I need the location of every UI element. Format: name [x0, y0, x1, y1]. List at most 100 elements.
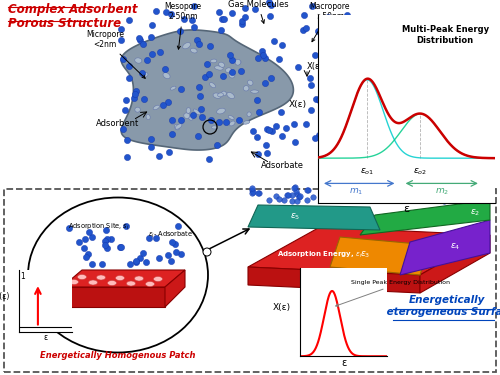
- Point: [124, 75, 132, 81]
- Ellipse shape: [126, 281, 136, 286]
- Point: [136, 37, 143, 43]
- Point: [334, 114, 342, 120]
- Ellipse shape: [186, 108, 190, 113]
- Point: [420, 192, 428, 198]
- Point: [424, 193, 432, 199]
- Polygon shape: [121, 30, 294, 150]
- Polygon shape: [165, 270, 185, 307]
- Point: [148, 51, 156, 57]
- Polygon shape: [62, 287, 165, 307]
- Point: [82, 236, 90, 242]
- Point: [344, 86, 352, 92]
- Point: [237, 69, 245, 75]
- Point: [254, 190, 262, 196]
- Point: [403, 185, 411, 191]
- Point: [174, 223, 182, 229]
- Ellipse shape: [190, 48, 197, 53]
- Point: [190, 24, 198, 30]
- Point: [318, 139, 326, 145]
- Point: [190, 3, 198, 9]
- Text: 1: 1: [20, 272, 25, 281]
- Ellipse shape: [247, 112, 251, 117]
- Point: [375, 188, 383, 194]
- Point: [144, 235, 152, 241]
- Point: [270, 38, 278, 44]
- Point: [205, 70, 213, 76]
- Point: [267, 2, 275, 8]
- Point: [254, 55, 262, 61]
- Ellipse shape: [154, 276, 162, 282]
- Ellipse shape: [222, 91, 226, 96]
- Point: [378, 190, 386, 196]
- Ellipse shape: [182, 42, 190, 49]
- Ellipse shape: [96, 275, 106, 280]
- Ellipse shape: [214, 66, 223, 70]
- Point: [119, 126, 127, 132]
- Ellipse shape: [108, 280, 116, 285]
- Point: [248, 187, 256, 193]
- Text: $\varepsilon_3$: $\varepsilon_3$: [360, 250, 370, 260]
- Text: Adsorption Site, $s_i$: Adsorption Site, $s_i$: [68, 222, 130, 232]
- Point: [278, 133, 286, 139]
- Ellipse shape: [218, 62, 224, 67]
- Point: [248, 128, 256, 134]
- Point: [280, 197, 287, 203]
- Point: [248, 185, 256, 191]
- Point: [300, 12, 308, 18]
- Ellipse shape: [135, 107, 140, 112]
- Point: [328, 54, 336, 60]
- Point: [152, 8, 160, 14]
- Point: [176, 117, 184, 123]
- Point: [206, 43, 214, 49]
- Point: [176, 28, 184, 34]
- Text: $\varepsilon_2$: $\varepsilon_2$: [470, 208, 480, 218]
- Point: [252, 97, 260, 103]
- Ellipse shape: [228, 116, 234, 120]
- Text: $\varepsilon_i$- Adsorbate: $\varepsilon_i$- Adsorbate: [148, 230, 193, 240]
- Point: [161, 66, 169, 72]
- Text: Micropore
<2nm: Micropore <2nm: [86, 30, 145, 78]
- Text: $\varepsilon_{o1}$: $\varepsilon_{o1}$: [360, 166, 374, 177]
- Point: [142, 259, 150, 265]
- Point: [238, 21, 246, 27]
- Ellipse shape: [243, 121, 250, 124]
- Point: [348, 52, 356, 58]
- Point: [132, 88, 140, 94]
- Point: [292, 188, 300, 194]
- Point: [136, 255, 143, 261]
- Point: [288, 198, 296, 204]
- Point: [88, 234, 96, 240]
- Point: [323, 30, 331, 36]
- Point: [355, 30, 363, 36]
- Point: [118, 26, 126, 32]
- Point: [324, 14, 332, 20]
- Point: [436, 189, 444, 195]
- Point: [470, 194, 478, 200]
- Point: [164, 149, 172, 155]
- Point: [364, 189, 372, 195]
- Ellipse shape: [216, 108, 226, 114]
- Point: [252, 6, 260, 12]
- X-axis label: ε: ε: [403, 204, 409, 214]
- Ellipse shape: [212, 126, 218, 129]
- Point: [84, 251, 92, 257]
- Point: [343, 12, 351, 18]
- Point: [274, 56, 282, 62]
- Point: [372, 192, 380, 198]
- Point: [471, 186, 479, 192]
- Point: [352, 75, 360, 81]
- Point: [148, 22, 156, 28]
- Point: [266, 197, 274, 203]
- Point: [283, 192, 291, 198]
- Point: [254, 190, 262, 196]
- Point: [295, 195, 303, 201]
- Point: [126, 63, 134, 69]
- Point: [403, 186, 411, 192]
- Point: [282, 125, 290, 131]
- Point: [180, 16, 188, 22]
- Polygon shape: [62, 270, 185, 287]
- Point: [263, 150, 271, 156]
- Point: [202, 74, 209, 80]
- Point: [341, 71, 349, 77]
- Text: Macropore
>50nm: Macropore >50nm: [310, 2, 350, 42]
